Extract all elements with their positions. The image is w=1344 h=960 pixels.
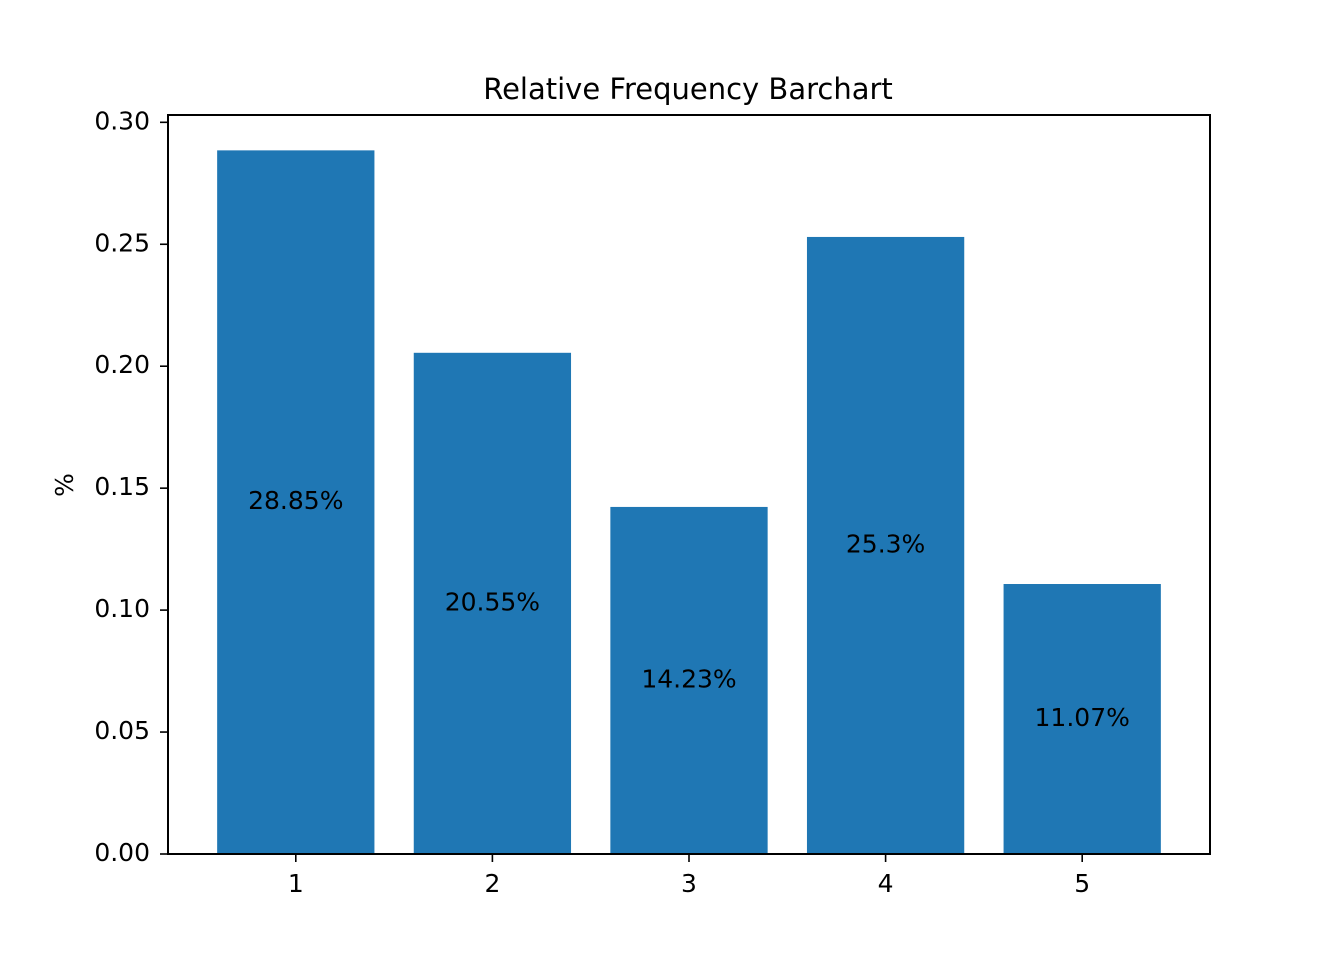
y-axis: 0.00 0.05 0.10 0.15 0.20 0.25 0.30: [94, 106, 168, 867]
bar-2: [413, 352, 572, 854]
y-tick-label: 0.30: [94, 106, 150, 135]
bar-3: [610, 506, 768, 854]
y-tick-label: 0.15: [94, 472, 150, 501]
y-tick-label: 0.25: [94, 228, 150, 257]
y-axis-label: %: [50, 473, 79, 497]
bars-layer: [217, 150, 1161, 854]
data-labels-layer: 28.85% 20.55% 14.23% 25.3% 11.07%: [248, 486, 1130, 732]
data-label-1: 28.85%: [248, 486, 343, 515]
plot-area-frame: [167, 114, 1211, 855]
x-tick-label: 3: [681, 869, 697, 898]
bar-1: [217, 150, 375, 854]
x-axis: 1 2 3 4 5: [288, 854, 1090, 898]
bar-4: [806, 236, 965, 854]
y-tick-label: 0.10: [94, 594, 150, 623]
x-tick-label: 2: [484, 869, 500, 898]
data-label-4: 25.3%: [846, 529, 925, 558]
bar-5: [1003, 584, 1161, 854]
x-tick-label: 1: [288, 869, 304, 898]
data-label-2: 20.55%: [445, 587, 540, 616]
data-label-3: 14.23%: [641, 664, 736, 693]
y-tick-label: 0.00: [94, 838, 150, 867]
chart-title: Relative Frequency Barchart: [483, 72, 893, 106]
x-tick-label: 4: [878, 869, 894, 898]
data-label-5: 11.07%: [1035, 703, 1130, 732]
y-tick-label: 0.05: [94, 716, 150, 745]
y-tick-label: 0.20: [94, 350, 150, 379]
x-tick-label: 5: [1074, 869, 1090, 898]
